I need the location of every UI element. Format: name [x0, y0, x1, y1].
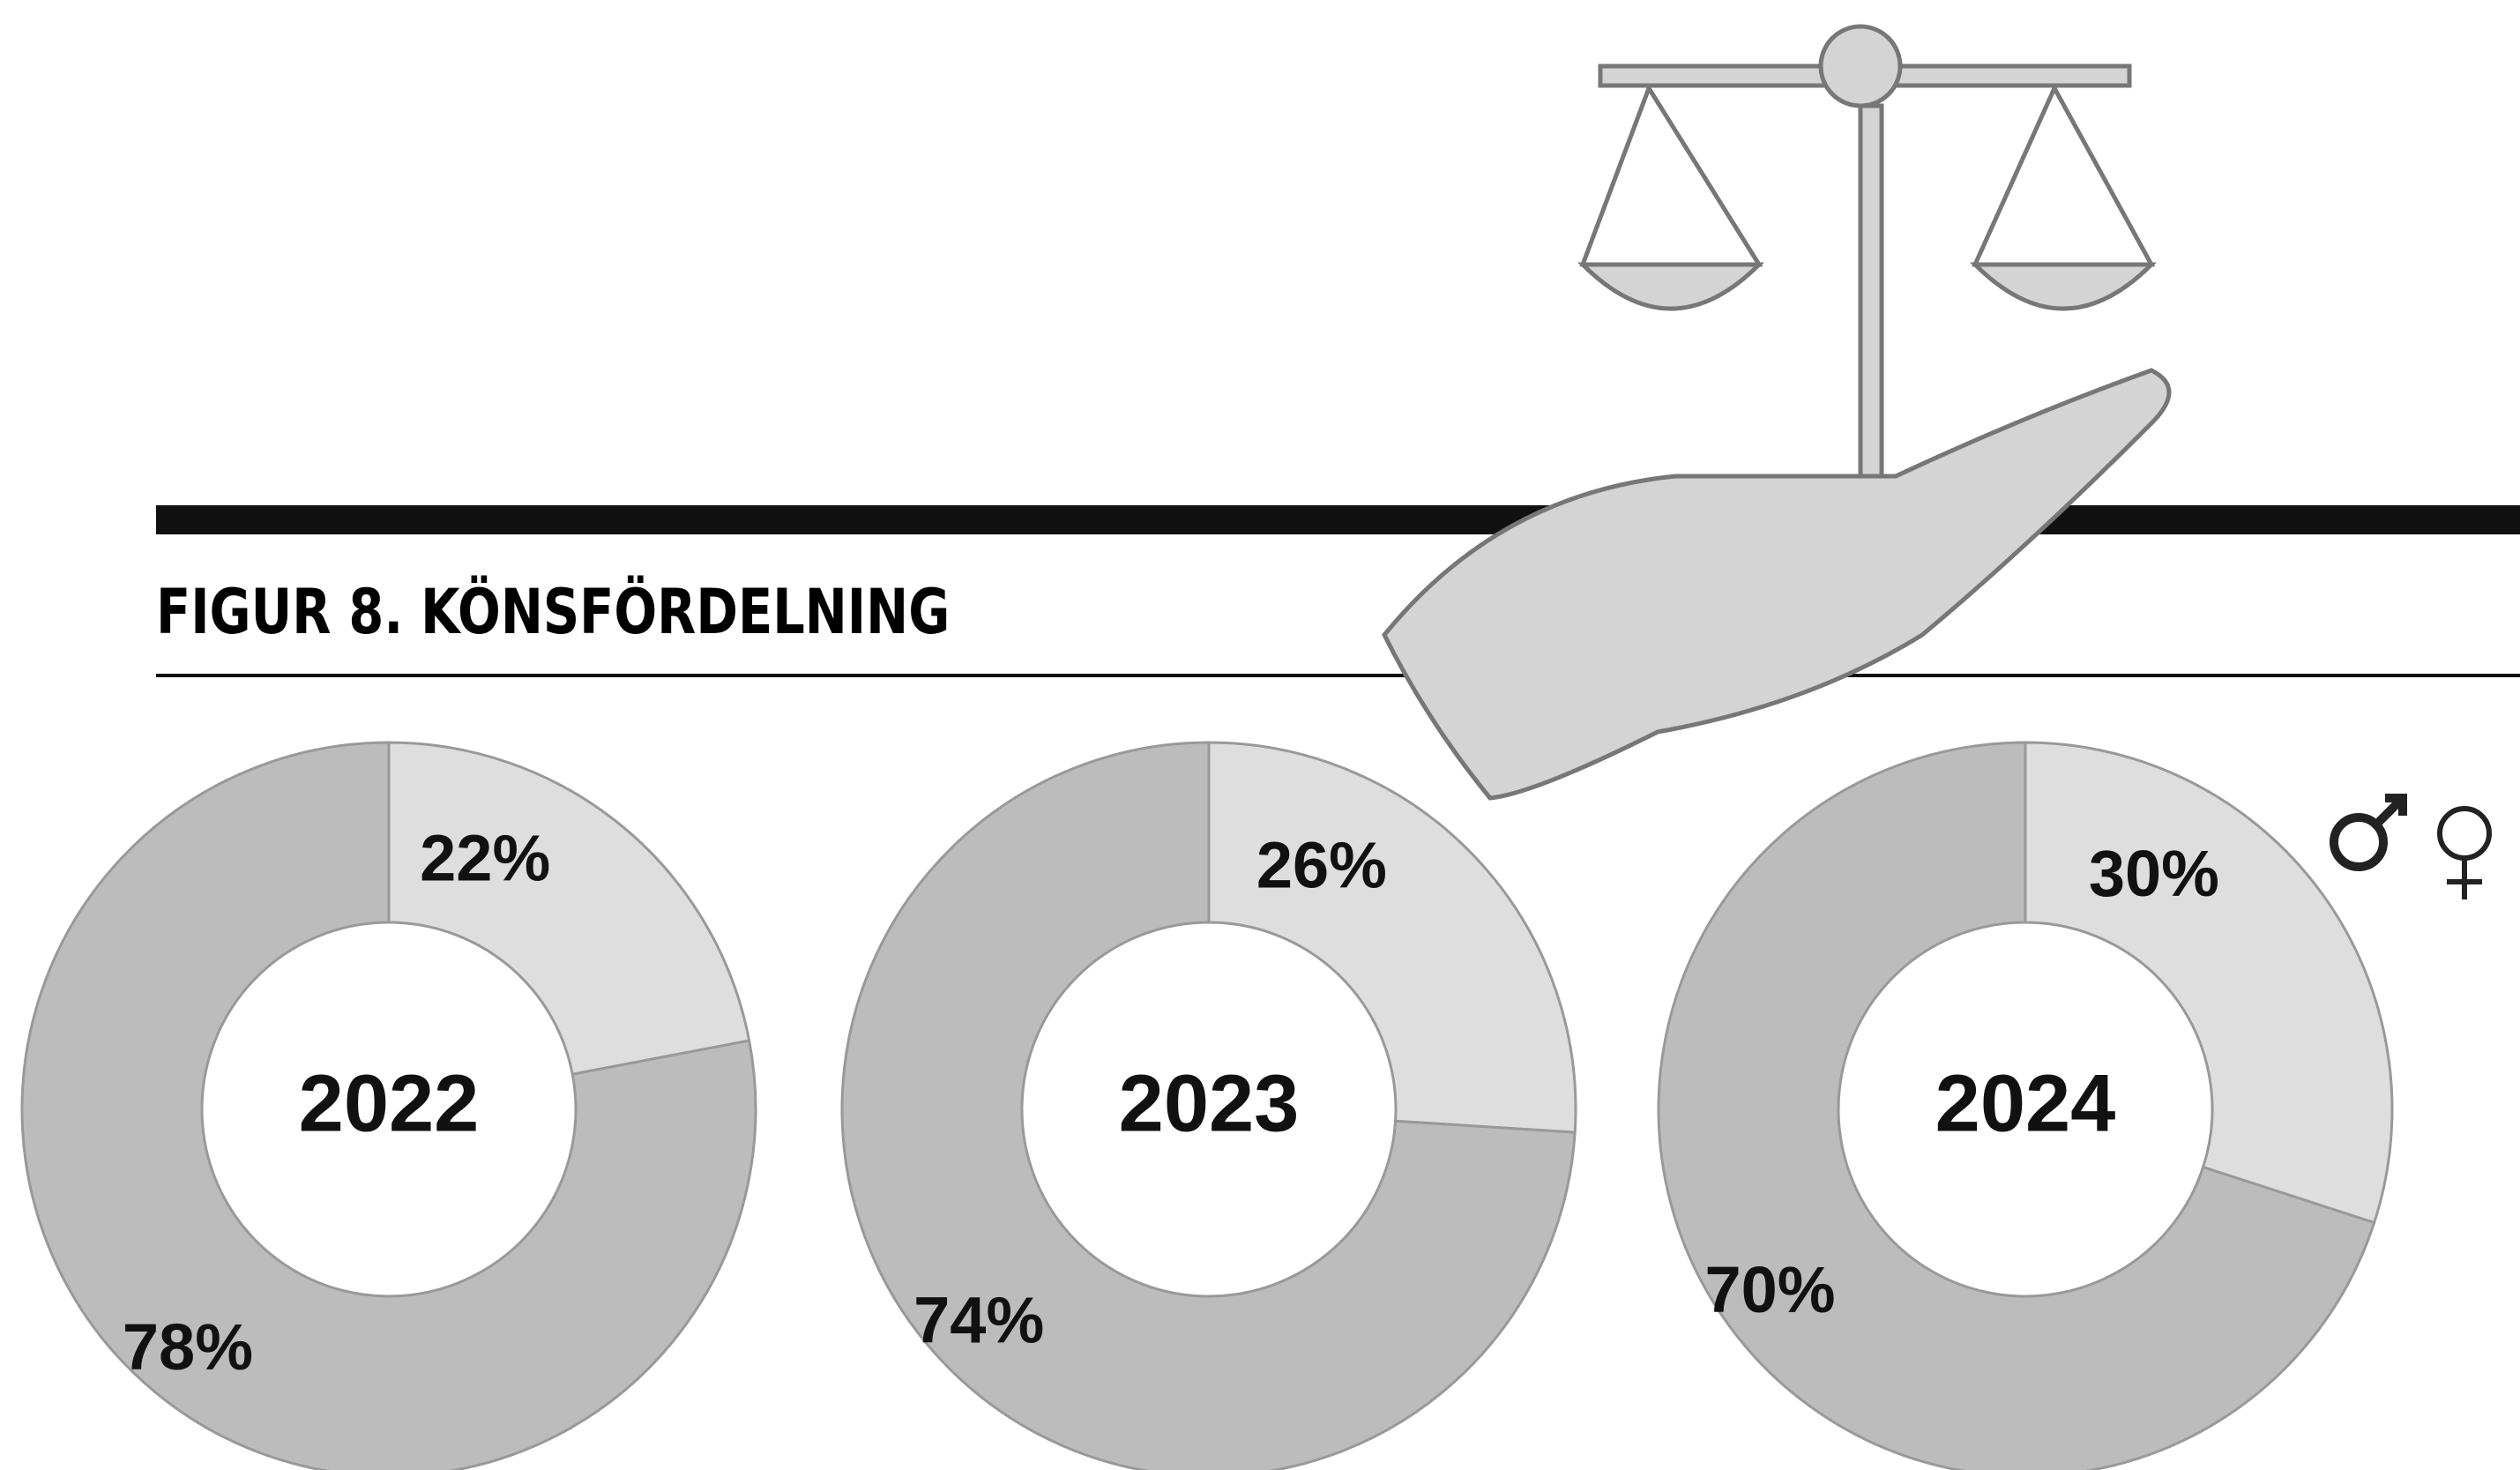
heading: FIGUR 8. KÖNSFÖRDELNING [156, 575, 950, 648]
value-label: 22% [420, 822, 550, 895]
donut-slice [2025, 742, 2392, 1223]
heading-bar [156, 505, 2520, 534]
value-label: 78% [123, 1310, 253, 1384]
donut-slice [389, 742, 749, 1074]
value-label: 30% [2089, 837, 2219, 910]
infographic: FIGUR 8. KÖNSFÖRDELNING 22% 78% 2022 26% 74%… [0, 0, 2520, 1470]
value-label: 26% [1256, 829, 1387, 902]
scales-illustration [1384, 26, 2169, 798]
gender-symbols [2334, 798, 2489, 899]
value-label: 74% [913, 1283, 1044, 1356]
value-label: 70% [1705, 1253, 1836, 1326]
center-label: 2023 [1119, 1058, 1300, 1148]
center-label: 2022 [299, 1058, 480, 1148]
center-label: 2024 [1935, 1058, 2116, 1148]
